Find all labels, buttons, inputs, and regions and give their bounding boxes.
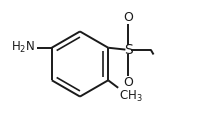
Text: O: O	[123, 10, 133, 24]
Text: S: S	[124, 43, 133, 57]
Text: O: O	[123, 76, 133, 89]
Text: $\mathrm{H_2N}$: $\mathrm{H_2N}$	[11, 40, 35, 55]
Text: $\mathrm{CH_3}$: $\mathrm{CH_3}$	[119, 89, 142, 104]
